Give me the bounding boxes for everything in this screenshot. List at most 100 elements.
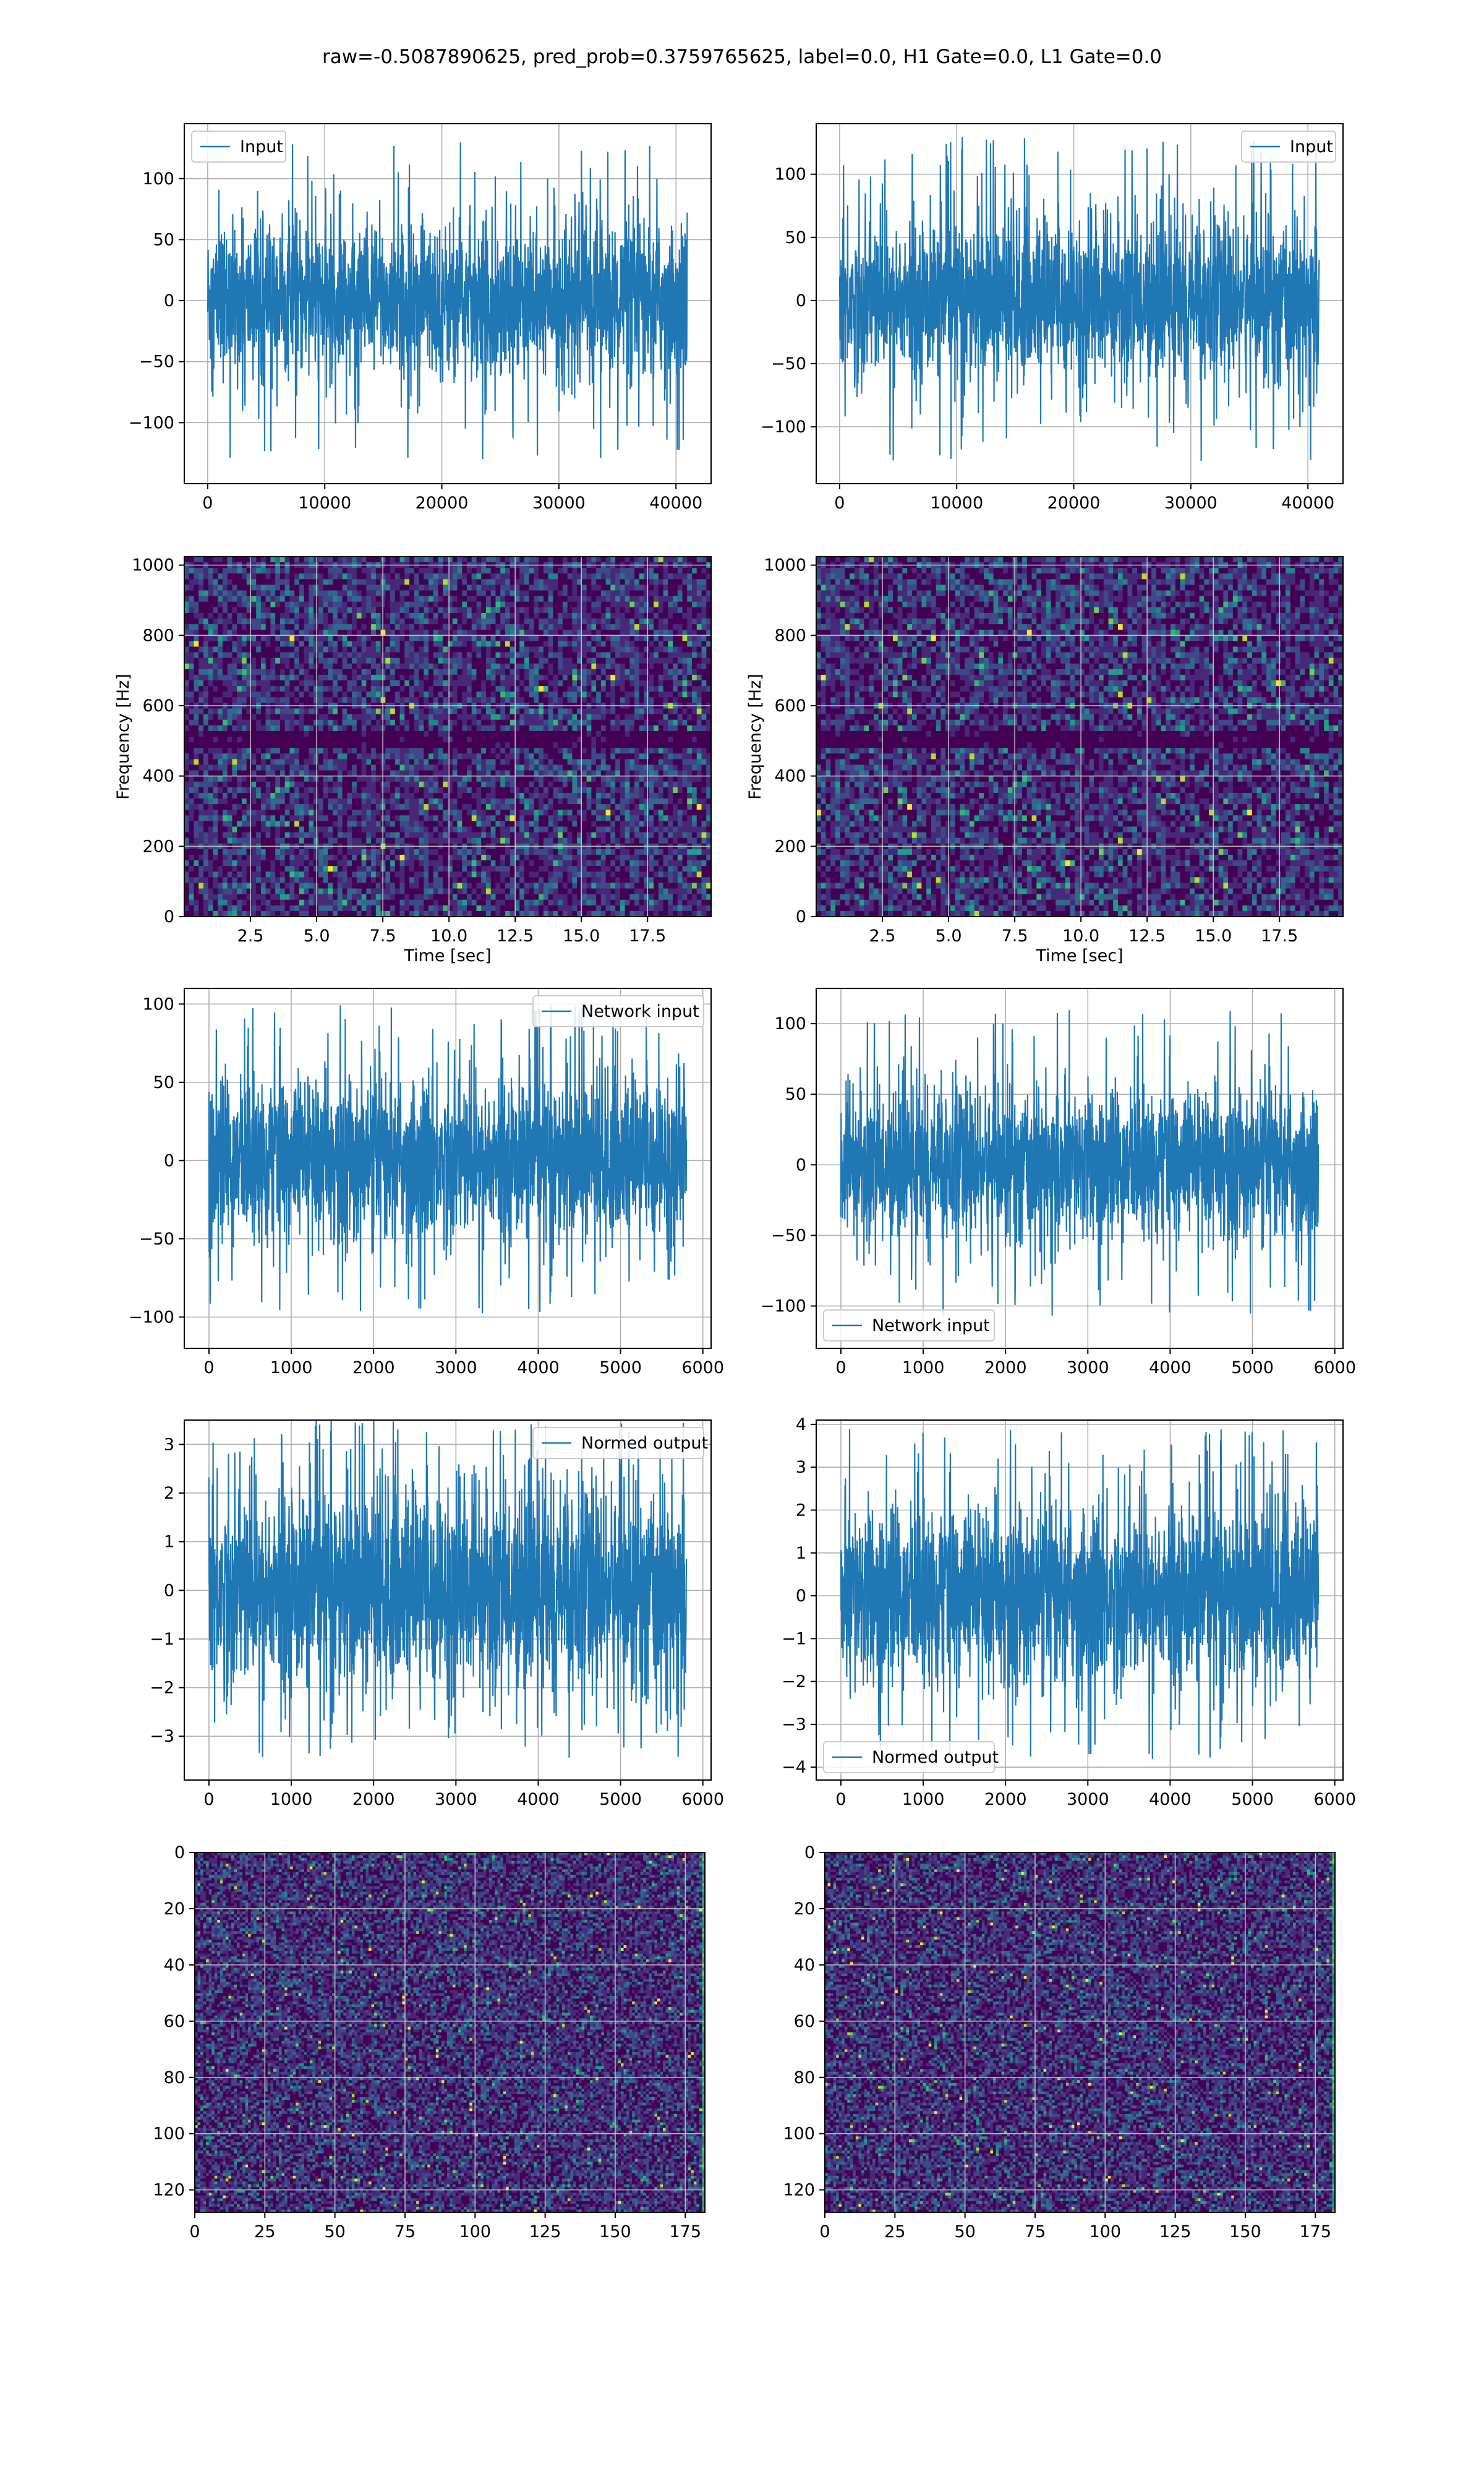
heatmap-cell: [333, 579, 338, 585]
heatmap-cell: [443, 607, 448, 614]
heatmap-cell: [534, 793, 539, 799]
heatmap-cell: [419, 596, 424, 602]
heatmap-cell: [275, 771, 280, 777]
heatmap-cell: [347, 731, 352, 737]
heatmap-cell: [457, 664, 462, 670]
heatmap-cell: [299, 726, 304, 732]
heatmap-cell: [457, 697, 462, 703]
heatmap-cell: [333, 573, 338, 580]
heatmap-cell: [203, 647, 208, 653]
heatmap-cell: [343, 709, 348, 715]
heatmap-cell: [639, 720, 644, 726]
heatmap-cell: [683, 753, 688, 760]
heatmap-cell: [343, 798, 348, 805]
heatmap-cell: [261, 630, 266, 636]
heatmap-cell: [702, 647, 707, 653]
heatmap-cell: [256, 691, 261, 698]
heatmap-cell: [429, 742, 433, 748]
heatmap-cell: [606, 557, 611, 563]
heatmap-cell: [495, 624, 500, 630]
heatmap-cell: [429, 596, 433, 602]
heatmap-cell: [294, 573, 299, 580]
heatmap-cell: [285, 573, 290, 580]
heatmap-cell: [443, 686, 448, 692]
heatmap-cell: [453, 630, 458, 636]
heatmap-cell: [376, 641, 381, 647]
heatmap-cell: [519, 647, 524, 653]
heatmap-cell: [519, 653, 524, 659]
heatmap-cell: [453, 613, 458, 619]
heatmap-cell: [634, 686, 639, 692]
heatmap-cell: [352, 680, 357, 687]
heatmap-cell: [390, 714, 395, 721]
heatmap-cell: [591, 782, 596, 788]
heatmap-cell: [333, 680, 338, 687]
heatmap-cell: [587, 782, 592, 788]
heatmap-cell: [491, 675, 496, 681]
legend-label: Input: [1290, 137, 1333, 156]
heatmap-cell: [548, 691, 553, 698]
heatmap-cell: [606, 726, 611, 732]
heatmap-cell: [357, 804, 362, 810]
heatmap-cell: [400, 664, 405, 670]
heatmap-cell: [385, 771, 390, 777]
heatmap-cell: [266, 635, 271, 641]
heatmap-cell: [333, 635, 338, 641]
heatmap-cell: [424, 680, 429, 687]
heatmap-cell: [376, 771, 381, 777]
heatmap-cell: [194, 771, 198, 777]
heatmap-cell: [203, 753, 208, 760]
heatmap-cell: [299, 753, 304, 760]
heatmap-cell: [625, 697, 630, 703]
heatmap-cell: [476, 584, 481, 591]
heatmap-cell: [251, 782, 256, 788]
heatmap-cell: [218, 568, 223, 574]
heatmap-cell: [582, 680, 587, 687]
heatmap-cell: [266, 709, 271, 715]
heatmap-cell: [629, 653, 634, 659]
heatmap-cell: [596, 675, 601, 681]
heatmap-cell: [476, 635, 481, 641]
heatmap-cell: [419, 568, 424, 574]
heatmap-cell: [544, 787, 548, 794]
heatmap-cell: [524, 771, 529, 777]
heatmap-cell: [433, 573, 438, 580]
heatmap-cell: [505, 647, 510, 653]
heatmap-cell: [634, 579, 639, 585]
heatmap-cell: [333, 764, 338, 771]
heatmap-cell: [184, 742, 189, 748]
heatmap-cell: [203, 584, 208, 591]
heatmap-cell: [343, 737, 348, 743]
heatmap-cell: [572, 630, 577, 636]
heatmap-cell: [218, 658, 223, 664]
heatmap-cell: [563, 596, 568, 602]
heatmap-cell: [223, 624, 228, 630]
heatmap-cell: [228, 753, 232, 760]
heatmap-cell: [237, 709, 242, 715]
heatmap-cell: [687, 793, 692, 799]
heatmap-cell: [184, 753, 189, 760]
heatmap-cell: [548, 726, 553, 732]
heatmap-cell: [654, 771, 659, 777]
heatmap-cell: [510, 653, 515, 659]
heatmap-cell: [591, 613, 596, 619]
heatmap-cell: [500, 641, 505, 647]
heatmap-cell: [663, 680, 668, 687]
heatmap-cell: [491, 591, 496, 597]
heatmap-cell: [289, 568, 294, 574]
heatmap-cell: [625, 641, 630, 647]
heatmap-cell: [495, 798, 500, 805]
heatmap-cell: [481, 782, 486, 788]
heatmap-cell: [582, 630, 587, 636]
heatmap-cell: [678, 680, 683, 687]
heatmap-cell: [524, 776, 529, 782]
heatmap-cell: [376, 697, 381, 703]
heatmap-cell: [323, 691, 328, 698]
heatmap-cell: [683, 602, 688, 608]
heatmap-cell: [251, 748, 256, 754]
heatmap-cell: [481, 568, 486, 574]
heatmap-cell: [203, 787, 208, 794]
heatmap-cell: [333, 641, 338, 647]
heatmap-cell: [476, 776, 481, 782]
heatmap-cell: [620, 602, 625, 608]
